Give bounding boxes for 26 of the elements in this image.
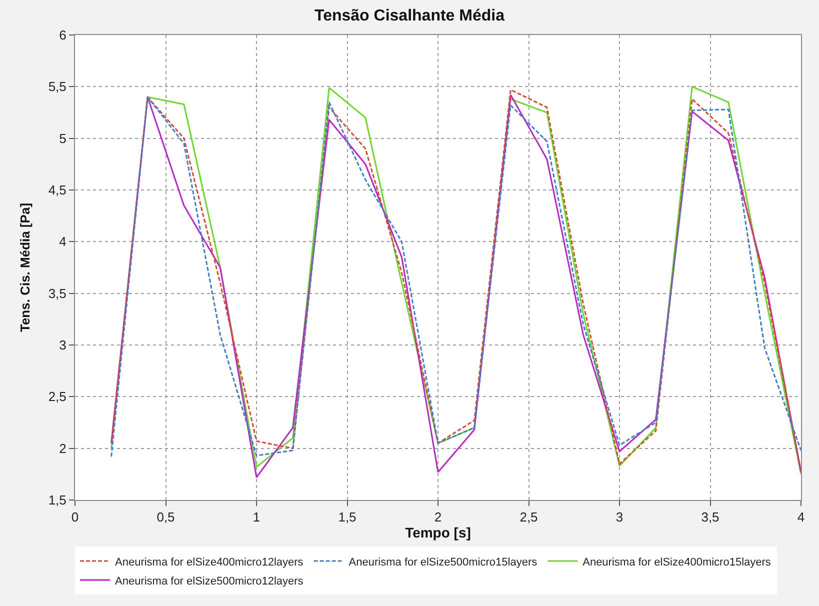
y-tick-label: 2,5: [48, 389, 66, 404]
x-tick-label: 1: [252, 510, 260, 525]
x-tick-label: 0,5: [156, 510, 175, 525]
y-tick-label: 4,5: [48, 182, 66, 198]
y-axis-title: Tens. Cis. Média [Pa]: [17, 202, 32, 332]
y-tick-label: 5,5: [48, 79, 66, 94]
y-tick-label: 6: [59, 28, 66, 43]
y-tick-label: 3: [59, 338, 66, 353]
y-tick-label: 2: [59, 440, 66, 456]
legend-label: Aneurisma for elSize400micro12layers: [115, 556, 304, 568]
x-tick-label: 2,5: [520, 510, 538, 525]
y-tick-label: 5: [59, 130, 66, 146]
x-tick-label: 0: [71, 510, 79, 525]
chart-title: Tensão Cisalhante Média: [314, 7, 505, 24]
y-tick-label: 1,5: [48, 492, 66, 508]
y-tick-label: 4: [59, 234, 66, 250]
x-tick-label: 4: [797, 510, 805, 525]
legend-label: Aneurisma for elSize500micro12layers: [115, 575, 304, 588]
legend-label: Aneurisma for elSize500micro15layers: [348, 556, 538, 568]
x-tick-label: 3: [616, 510, 624, 525]
y-tick-label: 3,5: [48, 286, 66, 301]
x-tick-label: 2: [434, 510, 442, 525]
x-axis-title: Tempo [s]: [405, 524, 471, 541]
x-tick-label: 3,5: [701, 510, 720, 525]
legend-label: Aneurisma for elSize400micro15layers: [582, 556, 772, 568]
x-tick-label: 1,5: [338, 510, 356, 525]
